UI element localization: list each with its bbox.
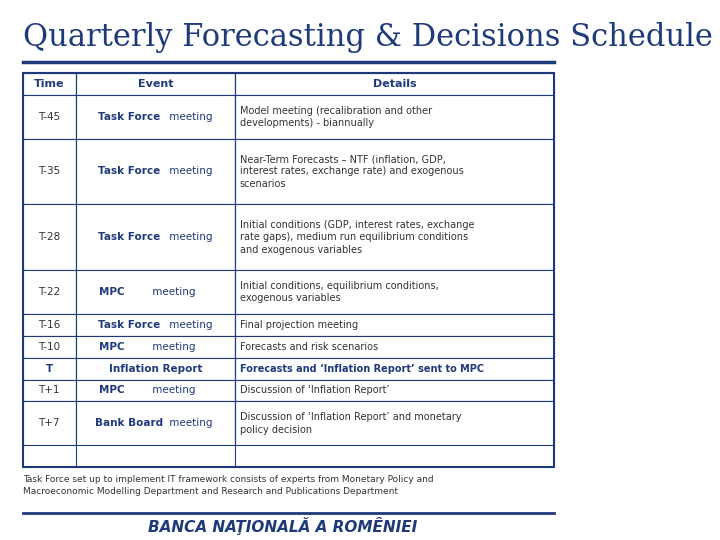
FancyBboxPatch shape [235, 380, 554, 401]
FancyBboxPatch shape [76, 380, 235, 401]
Text: Event: Event [138, 79, 174, 89]
FancyBboxPatch shape [235, 270, 554, 314]
Text: Task Force: Task Force [98, 320, 160, 330]
Text: T-16: T-16 [38, 320, 60, 330]
Text: Quarterly Forecasting & Decisions Schedule: Quarterly Forecasting & Decisions Schedu… [22, 22, 713, 52]
FancyBboxPatch shape [235, 139, 554, 204]
FancyBboxPatch shape [22, 357, 76, 380]
Text: T-22: T-22 [38, 287, 60, 297]
FancyBboxPatch shape [22, 270, 76, 314]
FancyBboxPatch shape [76, 204, 235, 270]
Text: meeting: meeting [166, 166, 212, 177]
Text: Forecasts and risk scenarios: Forecasts and risk scenarios [240, 342, 378, 352]
Text: BANCA NAŢIONALĂ A ROMÊNIEI: BANCA NAŢIONALĂ A ROMÊNIEI [148, 517, 418, 535]
Text: T-45: T-45 [38, 112, 60, 122]
FancyBboxPatch shape [235, 95, 554, 139]
FancyBboxPatch shape [235, 73, 554, 95]
FancyBboxPatch shape [22, 95, 76, 139]
FancyBboxPatch shape [22, 336, 76, 357]
Text: Near-Term Forecasts – NTF (inflation, GDP,
interest rates, exchange rate) and ex: Near-Term Forecasts – NTF (inflation, GD… [240, 154, 464, 189]
Text: meeting: meeting [148, 342, 195, 352]
Text: Details: Details [373, 79, 417, 89]
FancyBboxPatch shape [235, 357, 554, 380]
FancyBboxPatch shape [22, 314, 76, 336]
FancyBboxPatch shape [76, 357, 235, 380]
FancyBboxPatch shape [76, 139, 235, 204]
FancyBboxPatch shape [22, 73, 76, 95]
FancyBboxPatch shape [76, 270, 235, 314]
FancyBboxPatch shape [235, 314, 554, 336]
Text: MPC: MPC [99, 342, 125, 352]
Text: Initial conditions, equilibrium conditions,
exogenous variables: Initial conditions, equilibrium conditio… [240, 281, 438, 303]
Text: Initial conditions (GDP, interest rates, exchange
rate gaps), medium run equilib: Initial conditions (GDP, interest rates,… [240, 220, 474, 254]
FancyBboxPatch shape [76, 95, 235, 139]
FancyBboxPatch shape [235, 336, 554, 357]
Text: T: T [45, 363, 53, 374]
Text: T-10: T-10 [38, 342, 60, 352]
Text: meeting: meeting [166, 232, 212, 242]
Text: meeting: meeting [166, 112, 212, 122]
Text: T-28: T-28 [38, 232, 60, 242]
Text: T-35: T-35 [38, 166, 60, 177]
Text: meeting: meeting [148, 287, 195, 297]
Text: meeting: meeting [166, 418, 212, 428]
FancyBboxPatch shape [22, 204, 76, 270]
Text: Model meeting (recalibration and other
developments) - biannually: Model meeting (recalibration and other d… [240, 105, 432, 128]
FancyBboxPatch shape [76, 314, 235, 336]
FancyBboxPatch shape [22, 139, 76, 204]
FancyBboxPatch shape [76, 336, 235, 357]
Text: Discussion of ‘Inflation Report’ and monetary
policy decision: Discussion of ‘Inflation Report’ and mon… [240, 412, 462, 435]
Text: MPC: MPC [99, 386, 125, 395]
FancyBboxPatch shape [22, 401, 76, 445]
FancyBboxPatch shape [76, 401, 235, 445]
Text: Inflation Report: Inflation Report [109, 363, 202, 374]
Text: meeting: meeting [148, 386, 195, 395]
Text: Task Force: Task Force [98, 166, 160, 177]
FancyBboxPatch shape [235, 401, 554, 445]
Text: Task Force: Task Force [98, 232, 160, 242]
Text: Time: Time [34, 79, 65, 89]
Text: Final projection meeting: Final projection meeting [240, 320, 358, 330]
Text: T+1: T+1 [38, 386, 60, 395]
Text: Discussion of ‘Inflation Report’: Discussion of ‘Inflation Report’ [240, 386, 390, 395]
FancyBboxPatch shape [22, 380, 76, 401]
Text: meeting: meeting [166, 320, 212, 330]
FancyBboxPatch shape [235, 204, 554, 270]
Text: Forecasts and ‘Inflation Report’ sent to MPC: Forecasts and ‘Inflation Report’ sent to… [240, 363, 484, 374]
Text: Task Force set up to implement IT framework consists of experts from Monetary Po: Task Force set up to implement IT framew… [22, 475, 433, 496]
Text: Task Force: Task Force [98, 112, 160, 122]
Text: Bank Board: Bank Board [95, 418, 163, 428]
Text: T+7: T+7 [38, 418, 60, 428]
Text: MPC: MPC [99, 287, 125, 297]
FancyBboxPatch shape [76, 73, 235, 95]
